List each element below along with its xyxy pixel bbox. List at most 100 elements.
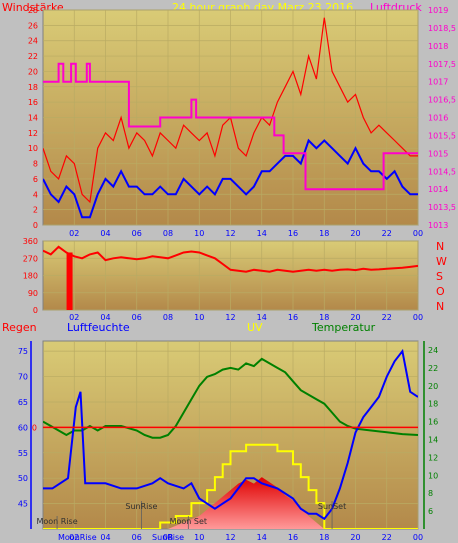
pressure-line bbox=[43, 62, 418, 191]
wind-tick-label: 22 bbox=[28, 52, 38, 61]
humidity-tick-label: 45 bbox=[18, 500, 28, 509]
wind-x-axis-ticks: 02 04 06 08 10 12 14 16 18 20 22 00 bbox=[69, 229, 423, 238]
weather-x-tick-label: 02 bbox=[69, 533, 79, 542]
uv-line bbox=[43, 443, 418, 529]
event-label: Moon Rise bbox=[36, 517, 77, 526]
solar-radiation-area bbox=[168, 477, 325, 529]
weather-x-tick-label: 16 bbox=[288, 533, 298, 542]
humidity-y-axis-ticks: 45 50 55 60 65 70 75 bbox=[18, 347, 28, 508]
direction-x-tick-label: 14 bbox=[257, 313, 267, 322]
wind-tick-label: 20 bbox=[28, 67, 38, 76]
wind-x-tick-label: 14 bbox=[257, 229, 267, 238]
wind-x-tick-label: 16 bbox=[288, 229, 298, 238]
wind-tick-label: 16 bbox=[28, 98, 38, 107]
event-label: SunSet bbox=[318, 502, 346, 511]
pressure-tick-label: 1013,5 bbox=[428, 203, 456, 212]
pressure-tick-label: 1015,5 bbox=[428, 131, 456, 140]
event-label: Moon Set bbox=[170, 517, 207, 526]
direction-x-tick-label: 10 bbox=[194, 313, 204, 322]
pressure-y-axis-ticks: 1013 1013,5 1014 1014,5 1015 1015,5 1016 1016,5… bbox=[428, 6, 456, 230]
temperature-tick-label: 10 bbox=[428, 471, 438, 480]
wind-x-tick-label: 00 bbox=[413, 229, 423, 238]
pressure-tick-label: 1018 bbox=[428, 42, 448, 51]
pressure-tick-label: 1013 bbox=[428, 221, 448, 230]
wind-direction-line bbox=[43, 245, 418, 273]
pressure-tick-label: 1018,5 bbox=[428, 24, 456, 33]
humidity-line bbox=[43, 348, 418, 521]
direction-tick-label: 90 bbox=[28, 289, 38, 298]
compass-label: S bbox=[436, 270, 443, 283]
wind-x-tick-label: 06 bbox=[132, 229, 142, 238]
direction-x-tick-label: 16 bbox=[288, 313, 298, 322]
wind-tick-label: 6 bbox=[33, 175, 38, 184]
pressure-tick-label: 1019 bbox=[428, 6, 448, 15]
pressure-tick-label: 1015 bbox=[428, 149, 448, 158]
humidity-tick-label: 60 bbox=[18, 423, 28, 432]
wind-tick-label: 0 bbox=[33, 221, 38, 230]
direction-grid bbox=[43, 240, 419, 311]
direction-tick-label: 0 bbox=[33, 306, 38, 315]
wind-x-tick-label: 18 bbox=[319, 229, 329, 238]
weather-x-tick-label: 04 bbox=[100, 533, 110, 542]
direction-tick-label: 180 bbox=[23, 272, 38, 281]
astronomy-events: Moon Rise SunRise Moon Set SunSet bbox=[36, 501, 346, 529]
direction-tick-label: 270 bbox=[23, 254, 38, 263]
direction-x-tick-label: 20 bbox=[350, 313, 360, 322]
direction-x-tick-label: 04 bbox=[100, 313, 110, 322]
rain-humidity-uv-temp-panel: Regen Luftfeuchte UV Temperatur 45505560… bbox=[2, 321, 438, 542]
compass-label: O bbox=[436, 285, 445, 298]
sunrise-axis-label: SunRise bbox=[152, 533, 184, 542]
direction-tick-label: 360 bbox=[23, 237, 38, 246]
wind-average-line bbox=[43, 138, 418, 219]
temperature-tick-label: 8 bbox=[428, 489, 433, 498]
wind-tick-label: 18 bbox=[28, 83, 38, 92]
temperature-tick-label: 24 bbox=[428, 346, 438, 355]
direction-x-tick-label: 18 bbox=[319, 313, 329, 322]
humidity-label: Luftfeuchte bbox=[67, 321, 130, 334]
wind-x-tick-label: 08 bbox=[163, 229, 173, 238]
temperature-tick-label: 22 bbox=[428, 364, 438, 373]
weather-x-tick-label: 22 bbox=[382, 533, 392, 542]
weather-x-tick-label: 08 bbox=[163, 533, 173, 542]
weather-x-tick-label: 06 bbox=[132, 533, 142, 542]
direction-x-tick-label: 02 bbox=[69, 313, 79, 322]
compass-label: N bbox=[436, 240, 444, 253]
wind-tick-label: 8 bbox=[33, 160, 38, 169]
humidity-tick-label: 70 bbox=[18, 373, 28, 382]
wind-tick-label: 14 bbox=[28, 114, 38, 123]
humidity-tick-label: 75 bbox=[18, 347, 28, 356]
moonrise-axis-label: MoonRise bbox=[58, 533, 97, 542]
humidity-tick-label: 50 bbox=[18, 474, 28, 483]
direction-x-tick-label: 22 bbox=[382, 313, 392, 322]
wind-tick-label: 4 bbox=[33, 190, 38, 199]
wind-x-tick-label: 10 bbox=[194, 229, 204, 238]
direction-x-tick-label: 12 bbox=[225, 313, 235, 322]
uv-label: UV bbox=[247, 321, 263, 334]
direction-spike-bar bbox=[66, 252, 73, 310]
weather-x-tick-label: 12 bbox=[225, 533, 235, 542]
direction-x-tick-label: 08 bbox=[163, 313, 173, 322]
humidity-tick-label: 65 bbox=[18, 398, 28, 407]
weather-x-tick-label: 14 bbox=[257, 533, 267, 542]
wind-x-tick-label: 02 bbox=[69, 229, 79, 238]
temperature-label: Temperatur bbox=[311, 321, 376, 334]
pressure-tick-label: 1014,5 bbox=[428, 167, 456, 176]
weather-x-tick-label: 10 bbox=[194, 533, 204, 542]
wind-x-tick-label: 22 bbox=[382, 229, 392, 238]
temperature-y-axis-ticks: 6 8 10 12 14 16 18 20 22 24 bbox=[428, 346, 438, 516]
weather-x-tick-label: 18 bbox=[319, 533, 329, 542]
wind-tick-label: 24 bbox=[28, 37, 38, 46]
wind-tick-label: 12 bbox=[28, 129, 38, 138]
temperature-tick-label: 12 bbox=[428, 453, 438, 462]
temperature-tick-label: 6 bbox=[428, 507, 433, 516]
wind-x-tick-label: 04 bbox=[100, 229, 110, 238]
temperature-tick-label: 20 bbox=[428, 382, 438, 391]
rain-zero-tick: 0 bbox=[32, 423, 37, 432]
weather-x-axis-ticks: 02 04 06 08 10 12 14 16 18 20 22 00 bbox=[69, 533, 423, 542]
temperature-tick-label: 16 bbox=[428, 418, 438, 427]
pressure-tick-label: 1014 bbox=[428, 185, 448, 194]
